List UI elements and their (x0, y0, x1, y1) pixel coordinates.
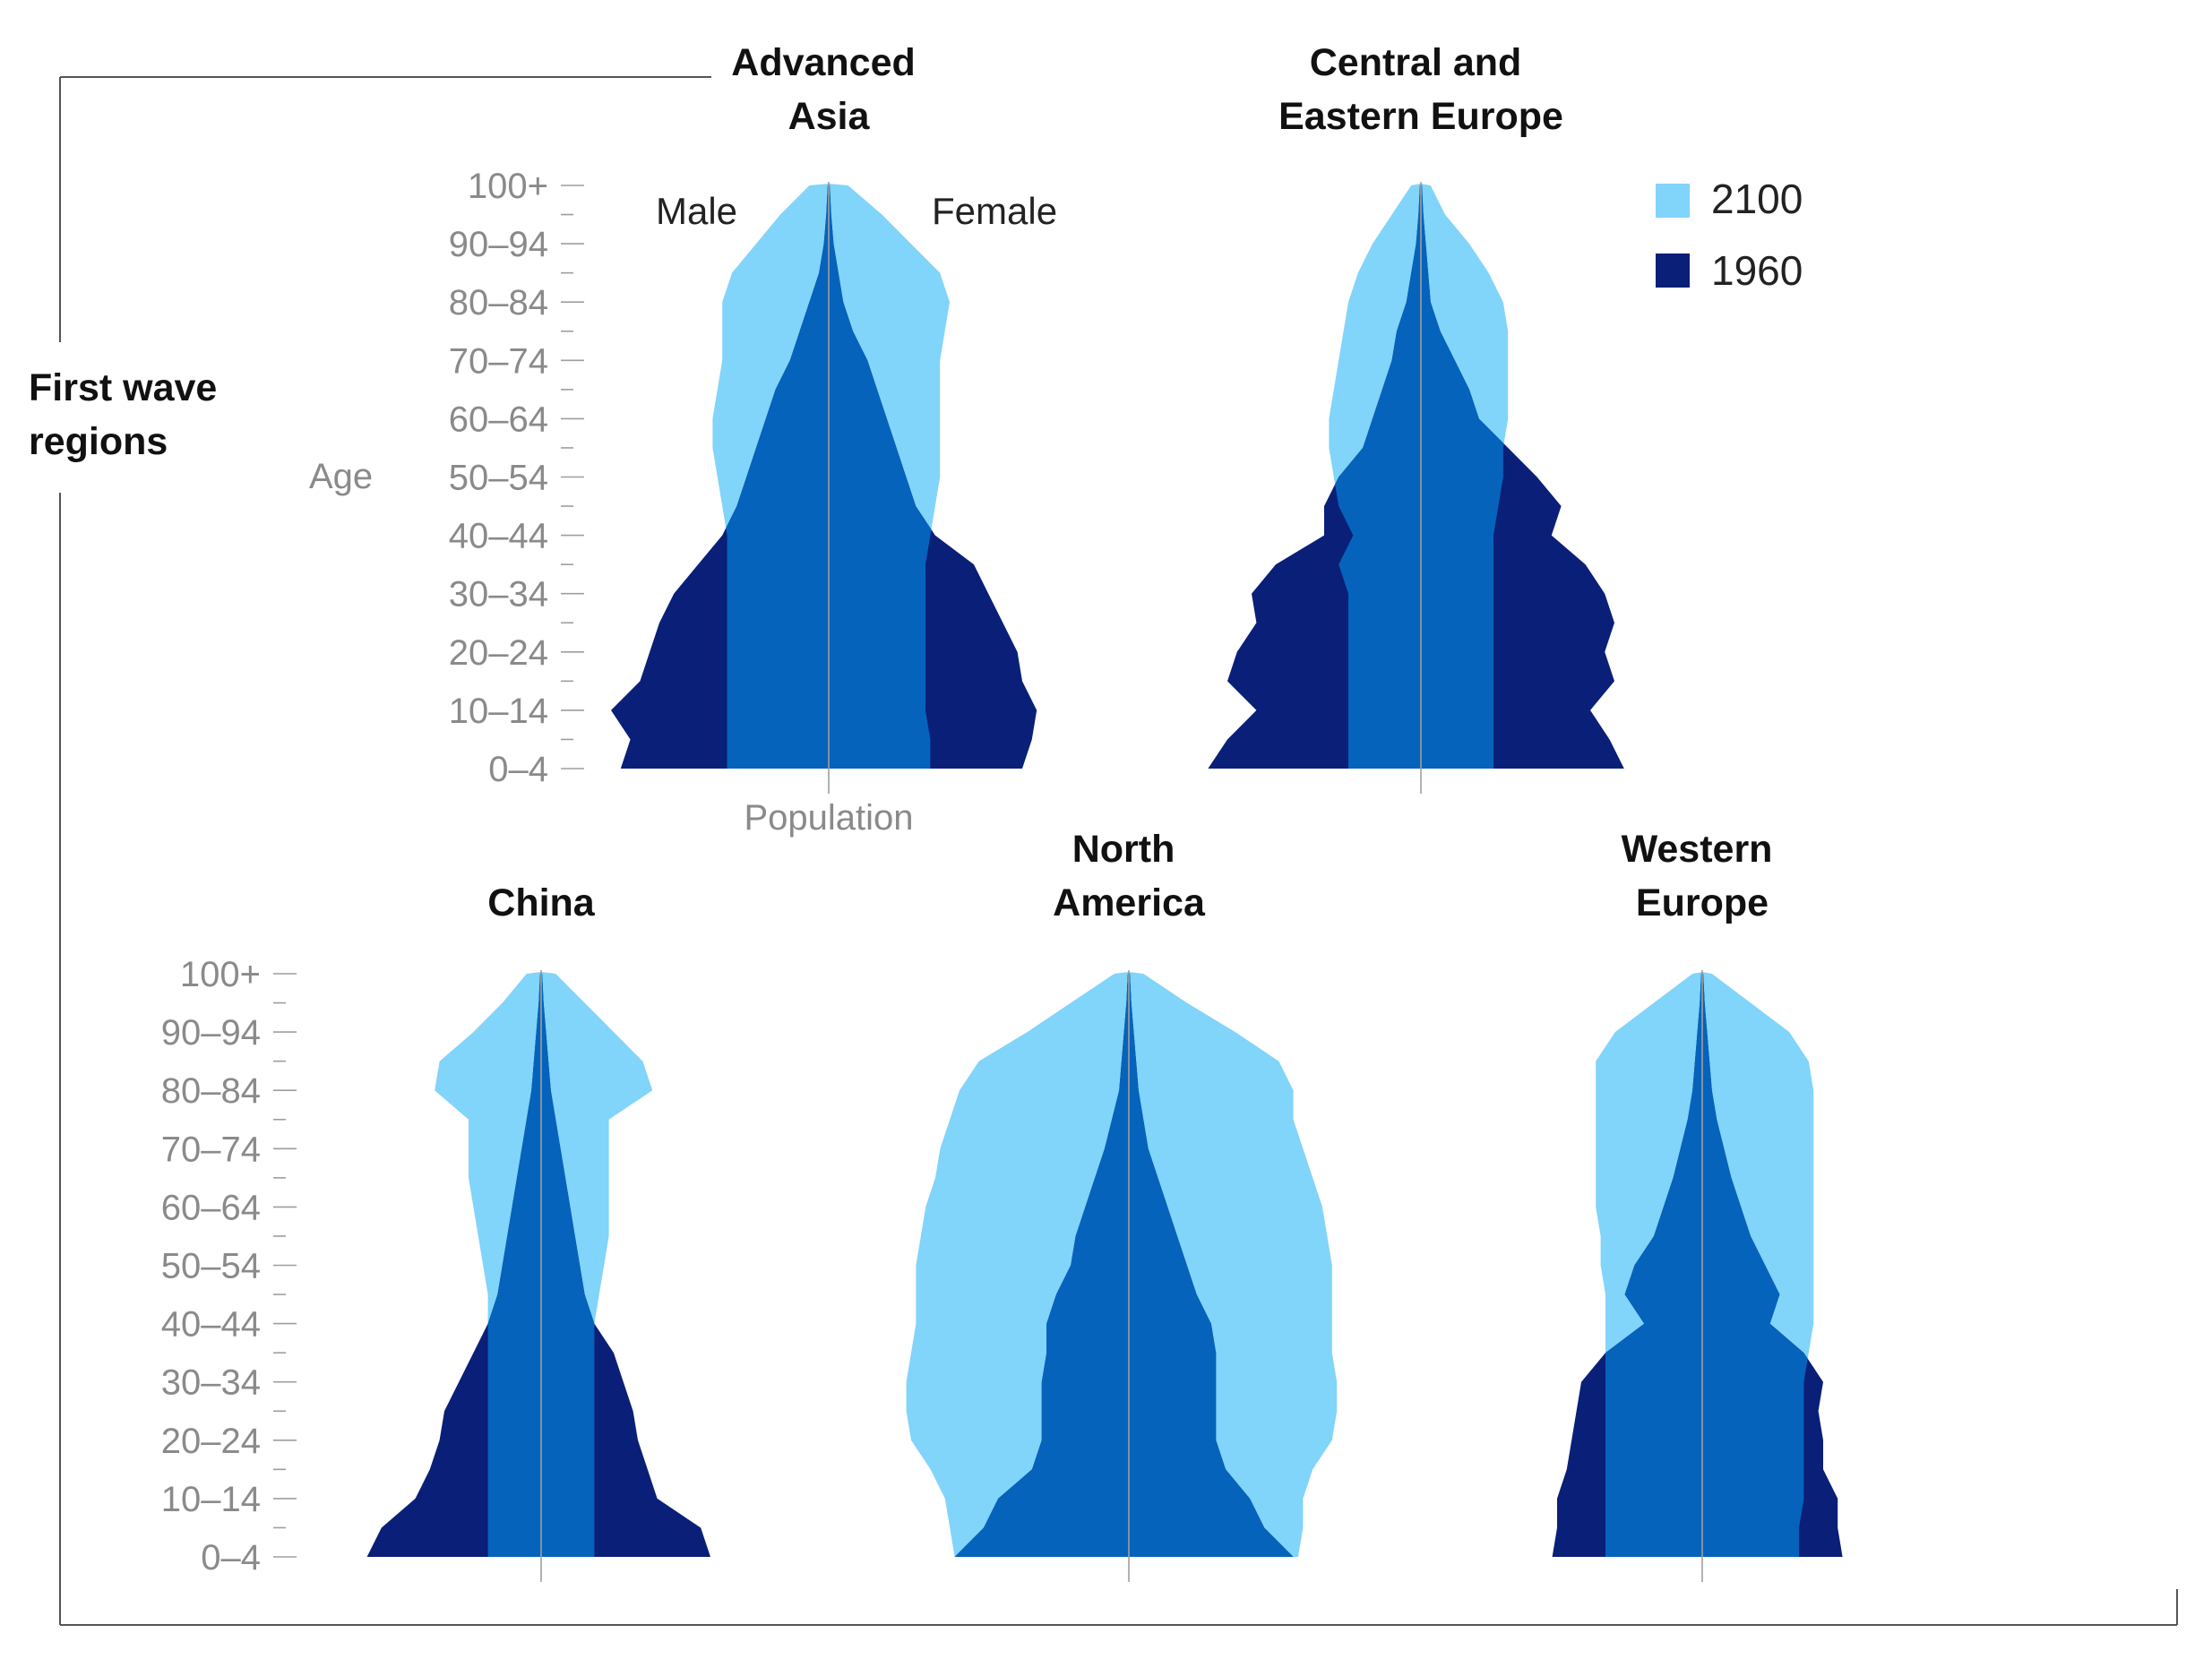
series-overlap-area (1329, 184, 1509, 769)
group-bracket (59, 76, 2178, 1626)
title-line: Advanced (731, 41, 916, 84)
age-tick-label: 70–74 (449, 341, 548, 381)
legend: 2100 1960 (1656, 176, 1803, 294)
title-line: North (1072, 828, 1175, 871)
age-tick-label: 30–34 (161, 1363, 261, 1403)
chart-title-central-eastern-europe: Central and Eastern Europe (1278, 41, 1563, 138)
age-tick-label: 90–94 (161, 1013, 261, 1053)
age-tick-label: 0–4 (201, 1538, 261, 1577)
pyramid-north-america (906, 970, 1338, 1582)
age-tick-label: 80–84 (161, 1071, 261, 1111)
age-tick-label: 20–24 (449, 633, 548, 673)
title-line: Eastern Europe (1278, 95, 1563, 138)
age-tick-label: 60–64 (161, 1188, 261, 1227)
pyramid-advanced-asia (611, 182, 1037, 794)
age-tick-label: 10–14 (161, 1480, 261, 1519)
pyramid-western-europe (1552, 970, 1843, 1582)
legend-label-1960: 1960 (1711, 247, 1803, 294)
chart-title-north-america: North America (1053, 828, 1206, 924)
title-line: Western (1622, 828, 1773, 871)
age-tick-label: 50–54 (161, 1247, 261, 1286)
legend-swatch-1960 (1656, 254, 1690, 288)
age-axis-top-row: 0–4 10–14 20–24 30–34 40–44 50–54 60–64 70–74 80… (449, 167, 584, 789)
male-label: Male (656, 190, 737, 232)
age-tick-label: 40–44 (449, 517, 548, 556)
age-tick-label: 20–24 (161, 1422, 261, 1461)
pyramid-central-eastern-europe (1208, 182, 1624, 794)
title-line: China (487, 881, 596, 924)
title-line: Central and (1310, 41, 1522, 84)
age-tick-label: 40–44 (161, 1305, 261, 1345)
age-tick-label: 80–84 (449, 283, 548, 322)
female-label: Female (932, 190, 1057, 232)
age-tick-label: 10–14 (449, 692, 548, 731)
age-tick-label: 100+ (468, 167, 548, 206)
title-line: Asia (788, 95, 871, 138)
age-tick-label: 0–4 (488, 750, 548, 789)
age-tick-label: 50–54 (449, 459, 548, 498)
series-overlap-area (435, 972, 653, 1557)
group-label-line-2: regions (29, 420, 168, 463)
group-label-line-1: First wave (29, 366, 217, 409)
title-line: America (1053, 881, 1206, 924)
age-tick-label: 30–34 (449, 575, 548, 615)
series-overlap-area (1596, 972, 1814, 1557)
age-axis-bottom-row: 0–4 10–14 20–24 30–34 40–44 50–54 60–64 70–74 80… (161, 955, 297, 1577)
legend-label-2100: 2100 (1711, 176, 1803, 222)
age-tick-label: 60–64 (449, 400, 548, 439)
age-axis-label: Age (309, 457, 373, 496)
chart-title-advanced-asia: Advanced Asia (731, 41, 925, 138)
title-line: Europe (1636, 881, 1769, 924)
age-tick-label: 90–94 (449, 225, 548, 264)
chart-title-western-europe: Western Europe (1622, 828, 1784, 924)
group-label: First wave regions (29, 366, 228, 463)
population-axis-label: Population (744, 798, 913, 838)
age-tick-label: 100+ (180, 955, 261, 994)
chart-title-china: China (487, 881, 596, 924)
age-tick-label: 70–74 (161, 1130, 261, 1169)
series-overlap-area (954, 972, 1294, 1557)
pyramid-china (366, 970, 710, 1582)
legend-swatch-2100 (1656, 184, 1690, 218)
